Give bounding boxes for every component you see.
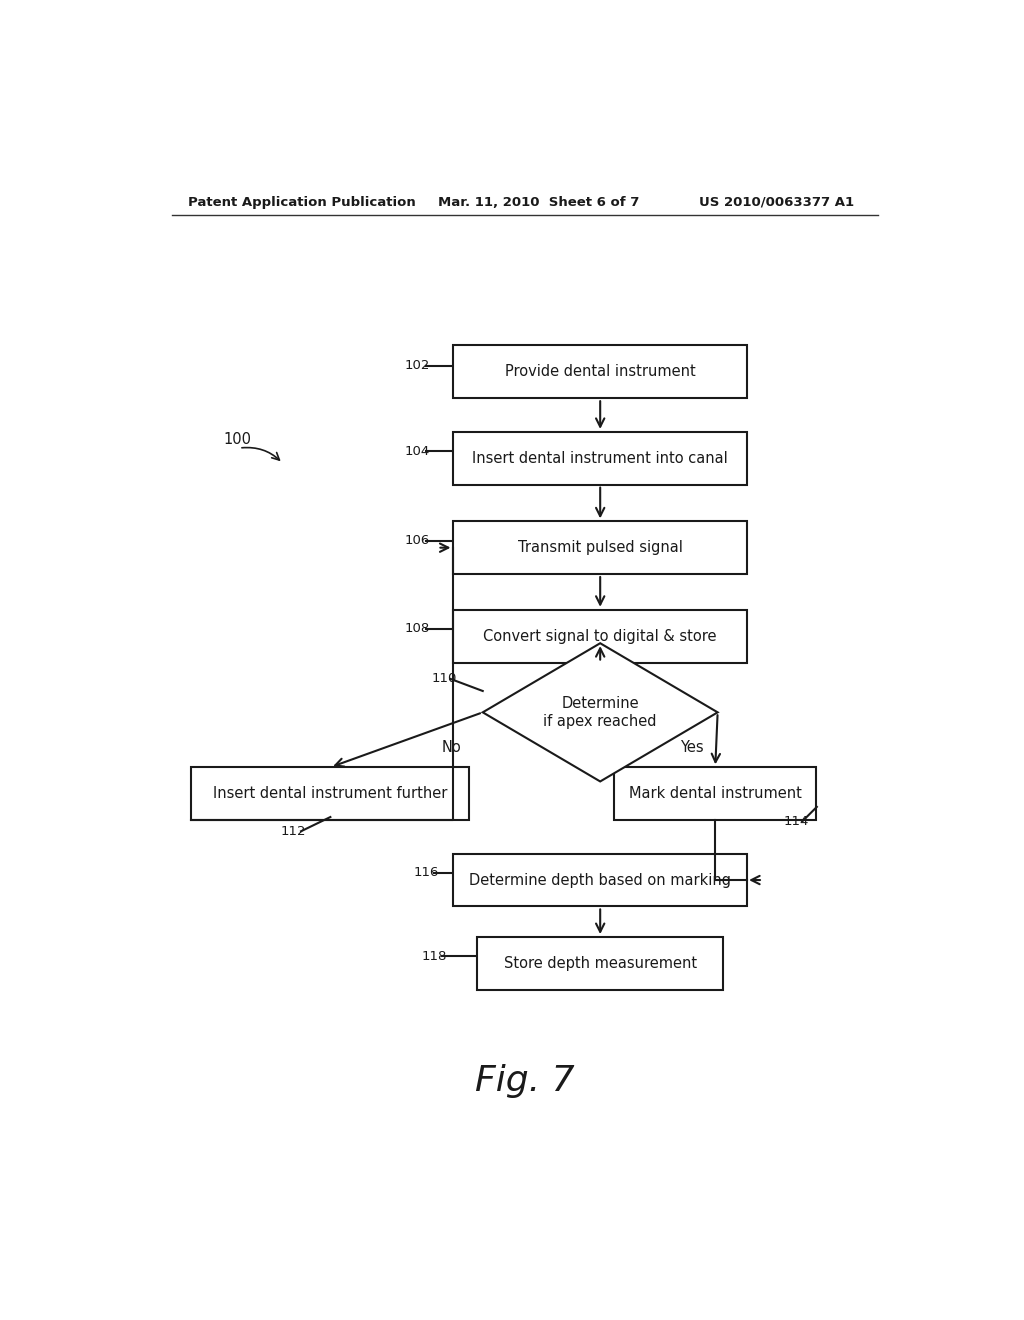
FancyBboxPatch shape: [614, 767, 816, 820]
Text: 116: 116: [414, 866, 439, 879]
Text: Fig. 7: Fig. 7: [475, 1064, 574, 1098]
Text: Determine
if apex reached: Determine if apex reached: [544, 696, 657, 729]
FancyBboxPatch shape: [477, 937, 723, 990]
Text: 114: 114: [783, 814, 809, 828]
FancyBboxPatch shape: [454, 854, 748, 907]
Text: Convert signal to digital & store: Convert signal to digital & store: [483, 628, 717, 644]
Text: 112: 112: [281, 825, 306, 838]
Text: Insert dental instrument into canal: Insert dental instrument into canal: [472, 450, 728, 466]
Polygon shape: [482, 643, 718, 781]
Text: 118: 118: [422, 950, 447, 962]
Text: 106: 106: [404, 535, 429, 546]
Text: 110: 110: [431, 672, 457, 685]
Text: 102: 102: [404, 359, 429, 372]
FancyBboxPatch shape: [454, 521, 748, 574]
Text: Transmit pulsed signal: Transmit pulsed signal: [518, 540, 683, 556]
Text: Mark dental instrument: Mark dental instrument: [629, 787, 802, 801]
FancyBboxPatch shape: [454, 610, 748, 663]
Text: Patent Application Publication: Patent Application Publication: [187, 195, 416, 209]
Text: Yes: Yes: [680, 741, 703, 755]
Text: No: No: [442, 741, 462, 755]
Text: 108: 108: [404, 623, 429, 635]
Text: 104: 104: [404, 445, 429, 458]
Text: Mar. 11, 2010  Sheet 6 of 7: Mar. 11, 2010 Sheet 6 of 7: [437, 195, 639, 209]
Text: Provide dental instrument: Provide dental instrument: [505, 364, 695, 379]
Text: 100: 100: [223, 433, 251, 447]
FancyBboxPatch shape: [191, 767, 469, 820]
FancyBboxPatch shape: [454, 432, 748, 484]
Text: US 2010/0063377 A1: US 2010/0063377 A1: [699, 195, 854, 209]
Text: Store depth measurement: Store depth measurement: [504, 956, 696, 972]
Text: Insert dental instrument further: Insert dental instrument further: [213, 787, 447, 801]
Text: Determine depth based on marking: Determine depth based on marking: [469, 873, 731, 887]
FancyBboxPatch shape: [454, 346, 748, 399]
